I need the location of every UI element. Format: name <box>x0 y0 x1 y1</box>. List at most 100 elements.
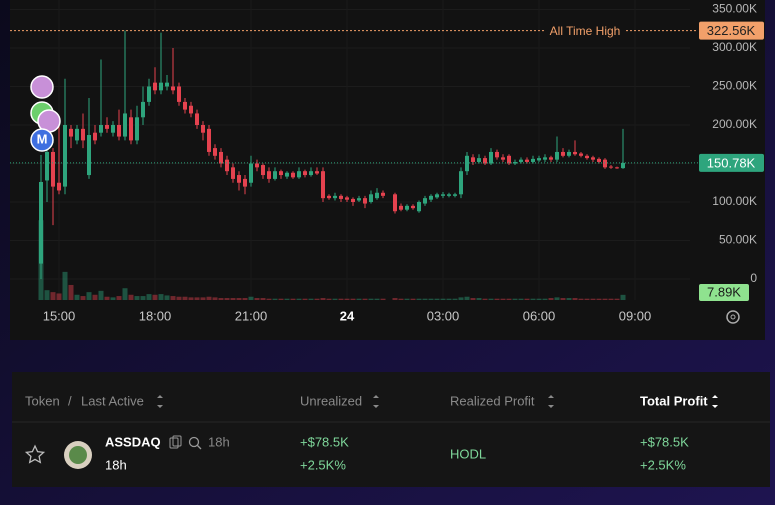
candle-body <box>93 132 97 141</box>
volume-bar <box>278 298 284 300</box>
sort-icon[interactable] <box>157 395 163 408</box>
volume-bar <box>254 298 260 300</box>
trade-marker[interactable] <box>30 128 54 152</box>
header[interactable]: Token <box>25 393 60 408</box>
candle-body <box>597 158 601 162</box>
volume-bar <box>242 298 248 300</box>
candle-body <box>375 192 379 199</box>
total-pct: +2.5K% <box>640 457 686 472</box>
volume-bar <box>494 298 500 300</box>
sort-icon[interactable] <box>712 395 718 408</box>
sort-icon[interactable] <box>548 395 554 408</box>
header[interactable]: Total Profit <box>640 393 708 408</box>
candle-body <box>501 157 505 160</box>
volume-bar <box>200 297 206 300</box>
candle-body <box>201 125 205 133</box>
volume-bar <box>440 298 446 300</box>
volume-bar <box>422 298 428 300</box>
candle-body <box>81 128 85 141</box>
volume-bar <box>566 298 572 300</box>
volume-bar <box>578 298 584 300</box>
x-tick-label: 18:00 <box>139 308 172 323</box>
volume-bar <box>176 296 182 300</box>
candle-body <box>573 151 577 155</box>
candle-body <box>333 195 337 199</box>
volume-bar <box>338 298 344 300</box>
candle-body <box>147 86 151 102</box>
token-name[interactable]: ASSDAQ <box>105 434 161 449</box>
volume-bar <box>146 294 152 300</box>
volume-bar <box>62 271 68 300</box>
candle-body <box>75 128 79 141</box>
sort-icon[interactable] <box>373 395 379 408</box>
header[interactable]: Realized Profit <box>450 393 535 408</box>
ath-value-box <box>699 21 764 40</box>
price-value: 150.78K <box>707 155 756 170</box>
volume-bar <box>140 296 146 300</box>
header[interactable]: Unrealized <box>300 393 362 408</box>
volume-bar <box>68 284 74 300</box>
chart-panel <box>10 0 765 340</box>
candle-body <box>57 182 61 191</box>
favorite-star[interactable] <box>24 444 46 464</box>
volume-bar <box>548 298 554 300</box>
candle-body <box>135 117 139 141</box>
volume-box <box>699 284 749 301</box>
candle-body <box>585 155 589 159</box>
volume-bar <box>128 294 134 300</box>
volume-bar <box>368 298 374 300</box>
candle-body <box>507 155 511 164</box>
candle-body <box>279 171 283 176</box>
volume-bar <box>320 298 326 300</box>
volume-bar <box>452 298 458 300</box>
volume-bar <box>392 298 398 300</box>
volume-bar <box>44 290 50 300</box>
candle-body <box>69 128 73 137</box>
candle-body <box>543 157 547 160</box>
candle-body <box>351 198 355 203</box>
candle-body <box>555 151 559 160</box>
volume-bar <box>116 296 122 300</box>
volume-bar <box>314 298 320 300</box>
candle-body <box>363 198 367 204</box>
candle-body <box>369 194 373 203</box>
y-tick-label: 200.00K <box>712 117 757 131</box>
copy-icon[interactable] <box>169 435 182 449</box>
candle-body <box>111 125 115 133</box>
volume-bar <box>212 297 218 300</box>
candle-body <box>285 172 289 177</box>
volume-bar <box>512 298 518 300</box>
trade-marker[interactable] <box>30 75 54 99</box>
candle-body <box>465 155 469 172</box>
candle-body <box>219 151 223 164</box>
candle-body <box>459 171 463 195</box>
candle-body <box>393 194 397 212</box>
y-tick-label: 350.00K <box>712 2 757 16</box>
volume-bar <box>284 298 290 300</box>
candle-body <box>609 166 613 168</box>
candle-body <box>579 153 583 156</box>
total: +$78.5K <box>640 434 689 449</box>
candle-body <box>339 195 343 199</box>
candle-body <box>153 82 157 91</box>
settings-icon[interactable] <box>726 310 740 324</box>
header[interactable]: Last Active <box>81 393 144 408</box>
volume-bar <box>404 298 410 300</box>
candle-body <box>87 135 91 176</box>
table-panel <box>12 372 770 487</box>
volume-bar <box>218 298 224 300</box>
volume-bar <box>134 296 140 300</box>
volume-bar <box>518 298 524 300</box>
volume-bar <box>182 296 188 300</box>
candle-body <box>51 151 55 187</box>
search-icon[interactable] <box>188 436 202 450</box>
ath-label-bg <box>544 22 626 39</box>
x-tick-label: 06:00 <box>523 308 556 323</box>
candle-body <box>207 128 211 152</box>
candle-body <box>537 158 541 161</box>
candle-body <box>171 86 175 91</box>
volume-bar <box>74 294 80 300</box>
volume-bar <box>488 298 494 300</box>
